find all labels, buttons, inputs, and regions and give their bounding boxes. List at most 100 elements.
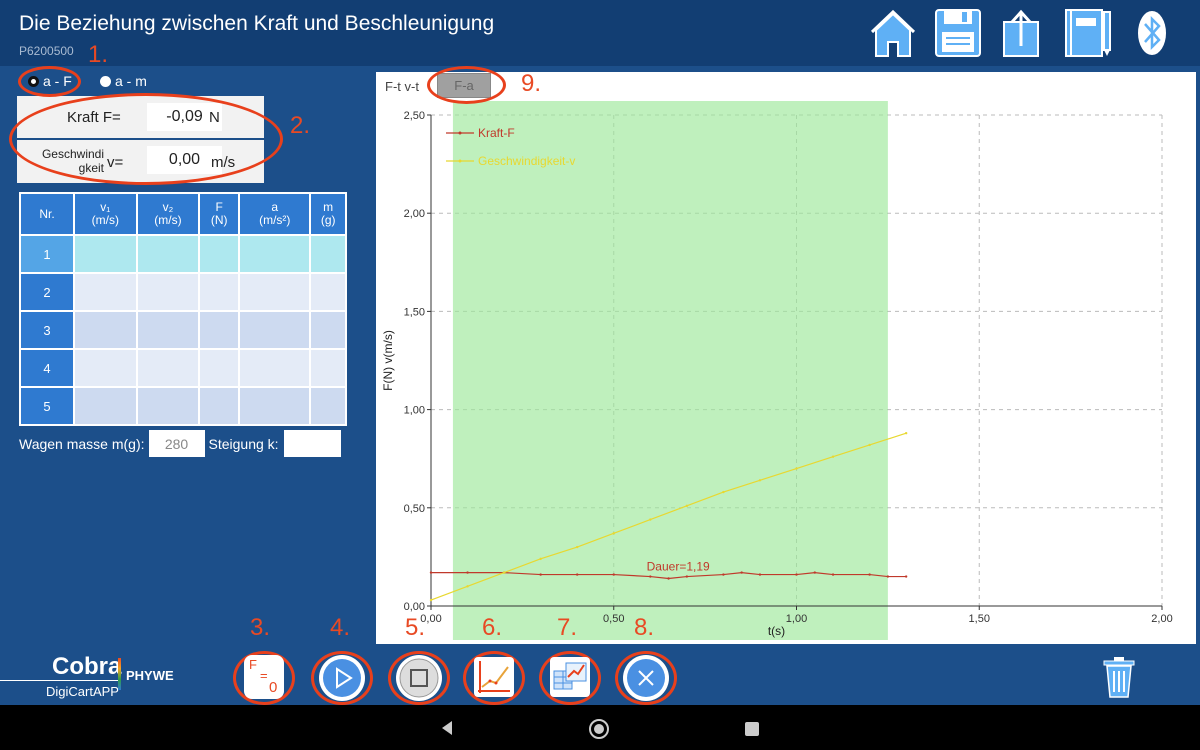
trash-icon[interactable]: [1102, 657, 1136, 699]
tare-zero-text: 0: [269, 679, 278, 696]
mass-label: Wagen masse m(g):: [19, 435, 145, 452]
table-cell[interactable]: [238, 348, 312, 388]
highlight-ellipse-5: [388, 651, 450, 705]
x-tick-label: 0,50: [603, 613, 624, 625]
annotation-2: 2.: [290, 112, 311, 139]
play-button[interactable]: [319, 655, 365, 701]
series-point: [758, 479, 762, 482]
table-cell[interactable]: [238, 272, 312, 312]
series-point: [904, 575, 908, 578]
table-cell[interactable]: [73, 272, 138, 312]
tare-force-button[interactable]: F = 0: [244, 655, 284, 699]
table-cell[interactable]: [73, 386, 138, 426]
table-row[interactable]: 2: [19, 272, 347, 312]
row-number: 3: [19, 310, 75, 350]
col-m-unit: (g): [320, 213, 336, 227]
table-cell[interactable]: [309, 348, 347, 388]
series-point: [539, 573, 542, 576]
series-point: [539, 557, 542, 561]
table-cell[interactable]: [198, 310, 241, 350]
table-cell[interactable]: [73, 234, 138, 274]
table-cell[interactable]: [198, 386, 241, 426]
table-cell[interactable]: [309, 386, 347, 426]
stop-button[interactable]: [396, 655, 442, 701]
table-cell[interactable]: [309, 234, 347, 274]
recents-icon[interactable]: [743, 720, 761, 738]
back-icon[interactable]: [438, 719, 456, 737]
table-cell[interactable]: [238, 234, 312, 274]
table-cell[interactable]: [198, 234, 241, 274]
series-point: [466, 571, 469, 574]
radio-a-m[interactable]: a - m: [100, 73, 147, 89]
table-row[interactable]: 4: [19, 348, 347, 388]
tare-eq-text: =: [260, 668, 268, 683]
cancel-button[interactable]: [623, 655, 669, 701]
table-cell[interactable]: [198, 348, 241, 388]
table-row[interactable]: 1: [19, 234, 347, 274]
table-cell[interactable]: [309, 310, 347, 350]
mass-input[interactable]: 280: [148, 430, 205, 457]
notebook-icon[interactable]: [1062, 6, 1116, 60]
series-point: [429, 571, 433, 574]
series-point: [649, 518, 652, 521]
x-tick-label: 1,50: [969, 613, 990, 625]
annotation-1: 1.: [88, 41, 109, 68]
x-tick-label: 1,00: [786, 613, 807, 625]
annotation-4: 4.: [330, 614, 351, 641]
y-tick-label: 0,50: [404, 503, 425, 515]
table-cell[interactable]: [135, 234, 201, 274]
graph-icon: [478, 661, 510, 693]
col-v1-label: v₁: [100, 200, 111, 214]
table-cell[interactable]: [73, 310, 138, 350]
table-cell[interactable]: [198, 272, 241, 312]
table-cell[interactable]: [309, 272, 347, 312]
table-row[interactable]: 5: [19, 386, 347, 426]
legend-marker: [458, 131, 462, 135]
home-icon[interactable]: [866, 6, 920, 60]
table-header-row: Nr. v₁ (m/s) v₂ (m/s) F (N) a (m/s²) m (g): [19, 192, 347, 236]
col-nr-label: Nr.: [39, 206, 55, 221]
cobra-logo-text: Cobra: [52, 653, 122, 680]
y-tick-label: 2,50: [404, 110, 425, 122]
series-point: [868, 573, 871, 576]
highlight-ellipse-2: [9, 93, 283, 185]
annotation-9: 9.: [521, 70, 542, 97]
col-m-label: m: [323, 200, 334, 214]
y-tick-label: 1,50: [404, 306, 425, 318]
table-cell[interactable]: [135, 310, 201, 350]
table-cell[interactable]: [135, 272, 201, 312]
col-m: m (g): [309, 192, 347, 236]
table-cell[interactable]: [73, 348, 138, 388]
series-point: [466, 585, 469, 588]
graph-button[interactable]: [474, 657, 514, 697]
tab-ft-vt[interactable]: F-t v-t: [385, 79, 419, 94]
table-row[interactable]: 3: [19, 310, 347, 350]
table-cell[interactable]: [238, 386, 312, 426]
highlight-ellipse-1: [18, 66, 81, 97]
highlight-ellipse-4: [311, 651, 373, 705]
col-v1: v₁ (m/s): [73, 192, 138, 236]
duration-annotation: Dauer=1,19: [647, 560, 710, 574]
table-graph-button[interactable]: [550, 657, 590, 697]
col-f: F (N): [198, 192, 241, 236]
highlight-ellipse-6: [463, 651, 525, 705]
save-icon[interactable]: [932, 6, 986, 60]
series-point: [831, 455, 835, 458]
series-point: [667, 577, 670, 580]
upload-icon[interactable]: [998, 6, 1052, 60]
bluetooth-icon[interactable]: [1128, 6, 1182, 60]
slope-label: Steigung k:: [208, 435, 279, 452]
app-header: Die Beziehung zwischen Kraft und Beschle…: [0, 0, 1200, 66]
legend-label: Geschwindigkeit-v: [478, 154, 575, 168]
table-cell[interactable]: [238, 310, 312, 350]
slope-input[interactable]: [283, 430, 341, 457]
home-nav-icon[interactable]: [588, 718, 610, 740]
table-graph-icon: [553, 662, 587, 690]
chart-ticks: 0,00 0,50 1,00 1,50 2,00 0,00 0,50 1,00 1,50 2,00…: [404, 110, 1173, 625]
selection-highlight[interactable]: [452, 101, 888, 640]
y-axis-label: F(N) v(m/s): [381, 330, 395, 391]
table-cell[interactable]: [135, 386, 201, 426]
table-cell[interactable]: [135, 348, 201, 388]
series-point: [813, 571, 816, 574]
cart-fields: Wagen masse m(g): 280 Steigung k:: [19, 430, 341, 457]
